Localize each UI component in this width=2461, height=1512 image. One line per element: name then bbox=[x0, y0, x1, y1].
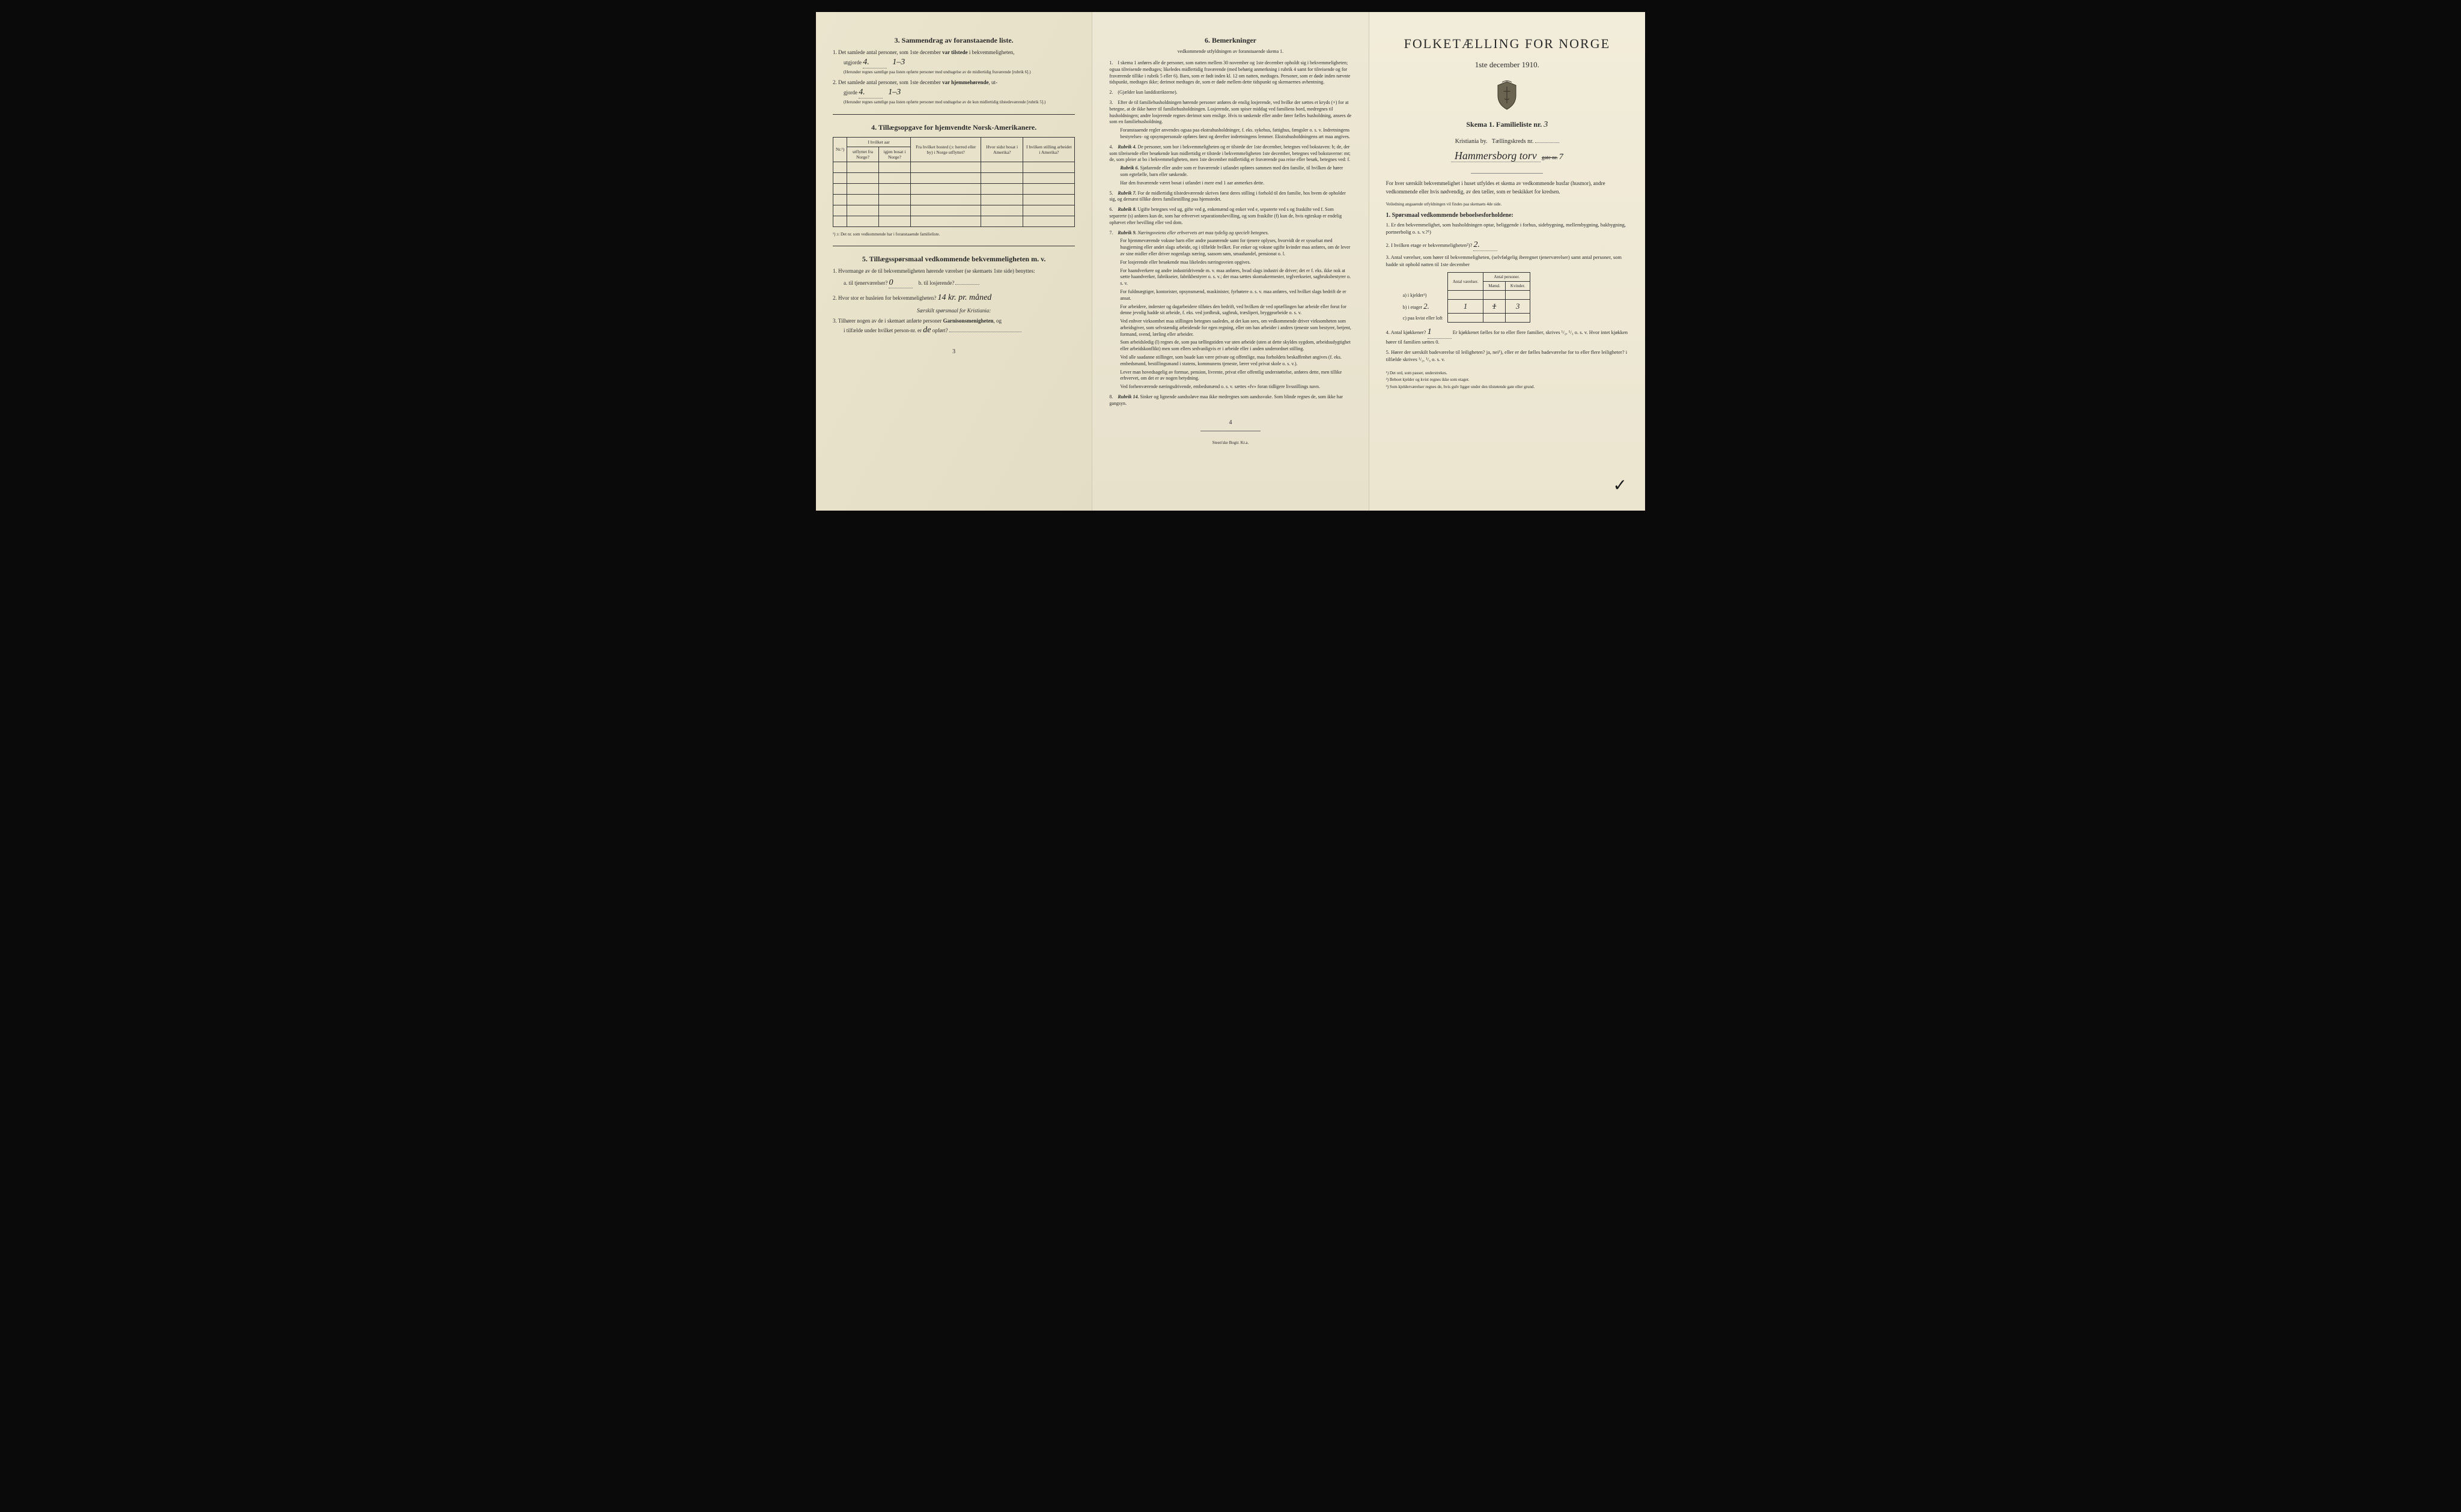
q5: 5. Hører der særskilt badeværelse til le… bbox=[1386, 349, 1628, 363]
skema-line: Skema 1. Familieliste nr. 3 bbox=[1386, 120, 1628, 130]
table-row bbox=[833, 216, 1075, 226]
table-row bbox=[833, 172, 1075, 183]
q1: 1. Er den bekvemmelighet, som husholdnin… bbox=[1386, 222, 1628, 236]
table-row bbox=[833, 183, 1075, 194]
rule-3: 3.Efter de til familiehusholdningen høre… bbox=[1109, 100, 1351, 141]
q4: 4. Antal kjøkkener? 1 Er kjøkkenet fælle… bbox=[1386, 326, 1628, 345]
section4-heading: 4. Tillægsopgave for hjemvendte Norsk-Am… bbox=[833, 123, 1075, 132]
coat-of-arms-icon bbox=[1386, 80, 1628, 112]
rule-2: 2.(Gjælder kun landdistrikterne). bbox=[1109, 90, 1351, 96]
checkmark-icon: ✓ bbox=[1613, 475, 1627, 496]
census-document: 3. Sammendrag av foranstaaende liste. 1.… bbox=[816, 12, 1645, 511]
section5-heading: 5. Tillægsspørsmaal vedkommende bekvemme… bbox=[833, 255, 1075, 264]
city-line: Kristiania by. Tællingskreds nr. bbox=[1386, 138, 1628, 145]
table-row: c) paa kvist eller loft bbox=[1398, 314, 1530, 323]
amerikanere-table: Nr.¹) I hvilket aar Fra hvilket bosted (… bbox=[833, 137, 1075, 227]
table-row: b) i etager 2. 1 1 3 bbox=[1398, 300, 1530, 314]
s3-q1-hw1: 4. bbox=[863, 56, 887, 69]
printer-mark: Steen'ske Bogtr. Kr.a. bbox=[1109, 440, 1351, 445]
q3: 3. Antal værelser, som hører til bekvemm… bbox=[1386, 254, 1628, 269]
s5-q1-answers: a. til tjenerværelser? 0 b. til losjeren… bbox=[844, 278, 1075, 288]
rule-5: 5.Rubrik 7. For de midlertidig tilstedev… bbox=[1109, 190, 1351, 204]
s3-item2: 2. Det samlede antal personer, som 1ste … bbox=[833, 79, 1075, 105]
census-date: 1ste december 1910. bbox=[1386, 60, 1628, 70]
rule-1: 1.I skema 1 anføres alle de personer, so… bbox=[1109, 60, 1351, 86]
rule-7: 7.Rubrik 9. Næringsveiens eller erhverve… bbox=[1109, 230, 1351, 391]
rooms-persons-table: Antal værelser. Antal personer. Mænd. Kv… bbox=[1398, 272, 1531, 323]
s3-item1: 1. Det samlede antal personer, som 1ste … bbox=[833, 49, 1075, 75]
section6-heading: 6. Bemerkninger bbox=[1109, 36, 1351, 45]
s3-q2-hw1: 4. bbox=[859, 87, 883, 99]
page-number: 4 bbox=[1109, 419, 1351, 426]
s5-q3: 3. Tilhører nogen av de i skemaet anført… bbox=[833, 317, 1075, 336]
q2: 2. I hvilken etage er bekvemmeligheten²)… bbox=[1386, 239, 1628, 252]
s3-q2-hw2: 1–3 bbox=[888, 88, 901, 97]
page-4: 6. Bemerkninger vedkommende utfyldningen… bbox=[1092, 12, 1369, 511]
table-row bbox=[833, 205, 1075, 216]
page-3: 3. Sammendrag av foranstaaende liste. 1.… bbox=[816, 12, 1092, 511]
page-number: 3 bbox=[833, 348, 1075, 355]
s3-q1-hw2: 1–3 bbox=[892, 58, 905, 67]
intro-paragraph: For hver særskilt bekvemmelighet i huset… bbox=[1386, 180, 1628, 196]
section3-heading: 3. Sammendrag av foranstaaende liste. bbox=[833, 36, 1075, 45]
divider bbox=[833, 114, 1075, 115]
page-title: FOLKETÆLLING FOR NORGE 1ste december 191… bbox=[1369, 12, 1645, 511]
table-row: a) i kjelder³) bbox=[1398, 291, 1530, 300]
q-heading: 1. Spørsmaal vedkommende beboelsesforhol… bbox=[1386, 212, 1628, 219]
rule-4: 4.Rubrik 4. De personer, som bor i bekve… bbox=[1109, 144, 1351, 187]
main-title: FOLKETÆLLING FOR NORGE bbox=[1386, 36, 1628, 52]
rule-6: 6.Rubrik 8. Ugifte betegnes ved ug, gift… bbox=[1109, 207, 1351, 226]
table-row bbox=[833, 162, 1075, 172]
footnotes: ¹) Det ord, som passer, understrekes. ²)… bbox=[1386, 371, 1628, 390]
rule-8: 8.Rubrik 14. Sinker og lignende aandsslø… bbox=[1109, 394, 1351, 407]
s5-q2: 2. Hvor stor er husleien for bekvemmelig… bbox=[833, 292, 1075, 304]
table-row bbox=[833, 194, 1075, 205]
address-line: Hammersborg torv gate nr. 7 bbox=[1386, 150, 1628, 162]
